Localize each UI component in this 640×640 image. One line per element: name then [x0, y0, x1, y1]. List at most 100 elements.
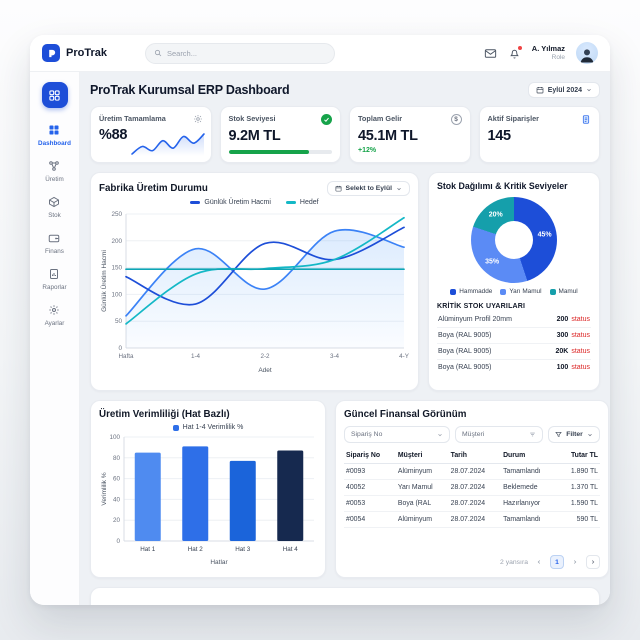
sidebar-item-finans[interactable]: Finans: [38, 226, 71, 262]
order-no-select[interactable]: Sipariş No: [344, 426, 450, 443]
order-number-link[interactable]: 40052: [344, 479, 396, 496]
table-cell: Yarı Mamul: [395, 479, 449, 496]
user-role: Role: [551, 53, 565, 61]
next-panel-peek: [90, 587, 600, 605]
chevron-down-icon: [438, 433, 442, 436]
stock-item-value: 20K: [555, 348, 569, 355]
stock-item-status[interactable]: status: [571, 364, 590, 371]
stock-item-status[interactable]: status: [571, 332, 590, 339]
line-chart-legend: Günlük Üretim Hacmi Hedef: [99, 199, 410, 206]
chevron-down-icon: [587, 88, 591, 92]
customer-select[interactable]: Müşteri: [455, 426, 543, 443]
kpi-value: 45.1M TL: [358, 128, 418, 144]
panel-title: Üretim Verimliliği (Hat Bazlı): [99, 409, 230, 420]
order-number-link[interactable]: #0054: [344, 511, 396, 528]
page-title: ProTrak Kurumsal ERP Dashboard: [90, 83, 290, 97]
kpi-label: Üretim Tamamlama: [99, 114, 166, 123]
kpi-card-aktif-siparisler: Aktif Siparişler 145: [478, 106, 600, 163]
financial-panel: Güncel Finansal Görünüm Sipariş No Müşte…: [335, 400, 609, 578]
document-icon: [582, 115, 590, 124]
panel-title: Fabrika Üretim Durumu: [99, 183, 208, 194]
filter-button[interactable]: Filter: [548, 426, 600, 443]
page-1-button[interactable]: 1: [550, 555, 564, 569]
notifications-bell-icon[interactable]: [508, 44, 523, 60]
table-header: Müşteri: [395, 449, 449, 464]
gear-icon[interactable]: [193, 114, 203, 124]
kpi-value: %88: [99, 127, 128, 143]
panel-title: Güncel Finansal Görünüm: [344, 409, 467, 420]
chart-period-selector[interactable]: Selekt to Eylül: [326, 181, 410, 196]
chart-period-label: Selekt to Eylül: [345, 185, 392, 192]
table-cell: 28.07.2024: [448, 511, 502, 528]
stock-item-name: Boya (RAL 9005): [438, 348, 492, 355]
table-cell: 1.370 TL: [557, 479, 600, 496]
dashboard-content: ProTrak Kurumsal ERP Dashboard Eylül 202…: [80, 72, 610, 605]
chevron-right-icon: [591, 560, 595, 564]
customer-select-label: Müşteri: [462, 431, 485, 438]
next-page-button[interactable]: [568, 555, 582, 569]
table-cell: Alüminyum: [395, 511, 449, 528]
sidebar-item-ayarlar[interactable]: Ayarlar: [38, 298, 71, 334]
donut-legend: Hammadde Yarı Mamul Mamul: [437, 288, 591, 295]
raporlar-icon: [48, 268, 60, 282]
protrak-logo-icon: [42, 44, 60, 62]
kpi-card-stok-seviyesi: Stok Seviyesi 9.2M TL: [219, 106, 341, 163]
svg-text:1-4: 1-4: [191, 353, 201, 360]
table-cell: Beklemede: [501, 479, 558, 496]
bar-chart: 0 20 40 60 80 100 Hat 1 Hat 2 Hat 3 Hat 4 Hatlar Ve…: [101, 434, 314, 566]
order-number-link[interactable]: #0053: [344, 495, 396, 512]
calendar-icon: [536, 87, 544, 94]
sidebar-item-label: Dashboard: [38, 140, 71, 147]
period-selector[interactable]: Eylül 2024: [527, 82, 600, 98]
svg-text:Hat 2: Hat 2: [188, 546, 204, 553]
prev-page-button[interactable]: [532, 555, 546, 569]
production-chart-panel: Fabrika Üretim Durumu Selekt to Eylül Gü…: [90, 172, 419, 391]
topbar: ProTrak Search... A. Yılmaz Role: [30, 35, 610, 72]
legend-item: Günlük Üretim Hacmi: [190, 199, 271, 206]
donut-chart: 45% 35% 20%: [471, 197, 557, 283]
table-row: #0053 Boya (RAL 28.07.2024 Hazırlanıyor 1.59…: [344, 495, 600, 512]
table-cell: Tamamlandı: [501, 511, 558, 528]
sidebar-item-raporlar[interactable]: Raporlar: [38, 262, 71, 298]
dashboard-icon: [48, 124, 60, 138]
kpi-row: Üretim Tamamlama %88 Stok Seviyesi 9.2M …: [90, 106, 600, 163]
chevron-left-icon: [537, 560, 541, 564]
filter-button-label: Filter: [566, 431, 583, 438]
mail-icon[interactable]: [484, 47, 497, 60]
sidebar-item-uretim[interactable]: Üretim: [38, 154, 71, 190]
search-input[interactable]: Search...: [144, 42, 335, 64]
table-cell: Tamamlandı: [501, 463, 558, 480]
user-name: A. Yılmaz: [531, 44, 565, 54]
period-label: Eylül 2024: [547, 86, 582, 94]
efficiency-chart-panel: Üretim Verimliliği (Hat Bazlı) Hat 1-4 V…: [90, 400, 326, 578]
donut-slice-label: 35%: [485, 258, 500, 266]
app-launcher-button[interactable]: [41, 82, 68, 108]
svg-text:60: 60: [113, 476, 121, 483]
stock-item-status[interactable]: status: [571, 316, 590, 323]
pagination-summary: 2 yansıra: [500, 558, 528, 566]
sidebar-item-dashboard[interactable]: Dashboard: [38, 118, 71, 154]
stock-item-value: 200: [556, 316, 569, 323]
last-page-button[interactable]: [586, 555, 600, 569]
finans-icon: [48, 232, 60, 246]
table-cell: Alüminyum: [395, 463, 449, 480]
critical-stock-list: Alüminyum Profil 20mm 200 status Boya (RAL …: [437, 312, 591, 375]
table-row: #0093 Alüminyum 28.07.2024 Tamamlandı 1.890 …: [344, 463, 600, 480]
svg-text:Günlük Üretim Hacmi: Günlük Üretim Hacmi: [100, 250, 108, 312]
critical-stock-row: Alüminyum Profil 20mm 200 status: [437, 312, 591, 328]
brand-name: ProTrak: [66, 47, 107, 59]
kpi-label: Stok Seviyesi: [228, 114, 276, 123]
bar-chart-legend: Hat 1-4 Verimlilik %: [99, 424, 317, 431]
kpi-label: Toplam Gelir: [358, 114, 403, 123]
avatar[interactable]: [576, 42, 598, 64]
stock-item-status[interactable]: status: [571, 348, 590, 355]
funnel-icon: [555, 432, 562, 438]
stock-item-name: Boya (RAL 9005): [438, 364, 492, 371]
ayarlar-icon: [48, 304, 60, 318]
sidebar-item-stok[interactable]: Stok: [38, 190, 71, 226]
table-cell: Hazırlanıyor: [501, 495, 558, 512]
order-number-link[interactable]: #0093: [344, 463, 396, 480]
chevron-down-icon: [397, 187, 401, 190]
svg-text:20: 20: [113, 517, 121, 524]
svg-text:200: 200: [111, 238, 122, 245]
